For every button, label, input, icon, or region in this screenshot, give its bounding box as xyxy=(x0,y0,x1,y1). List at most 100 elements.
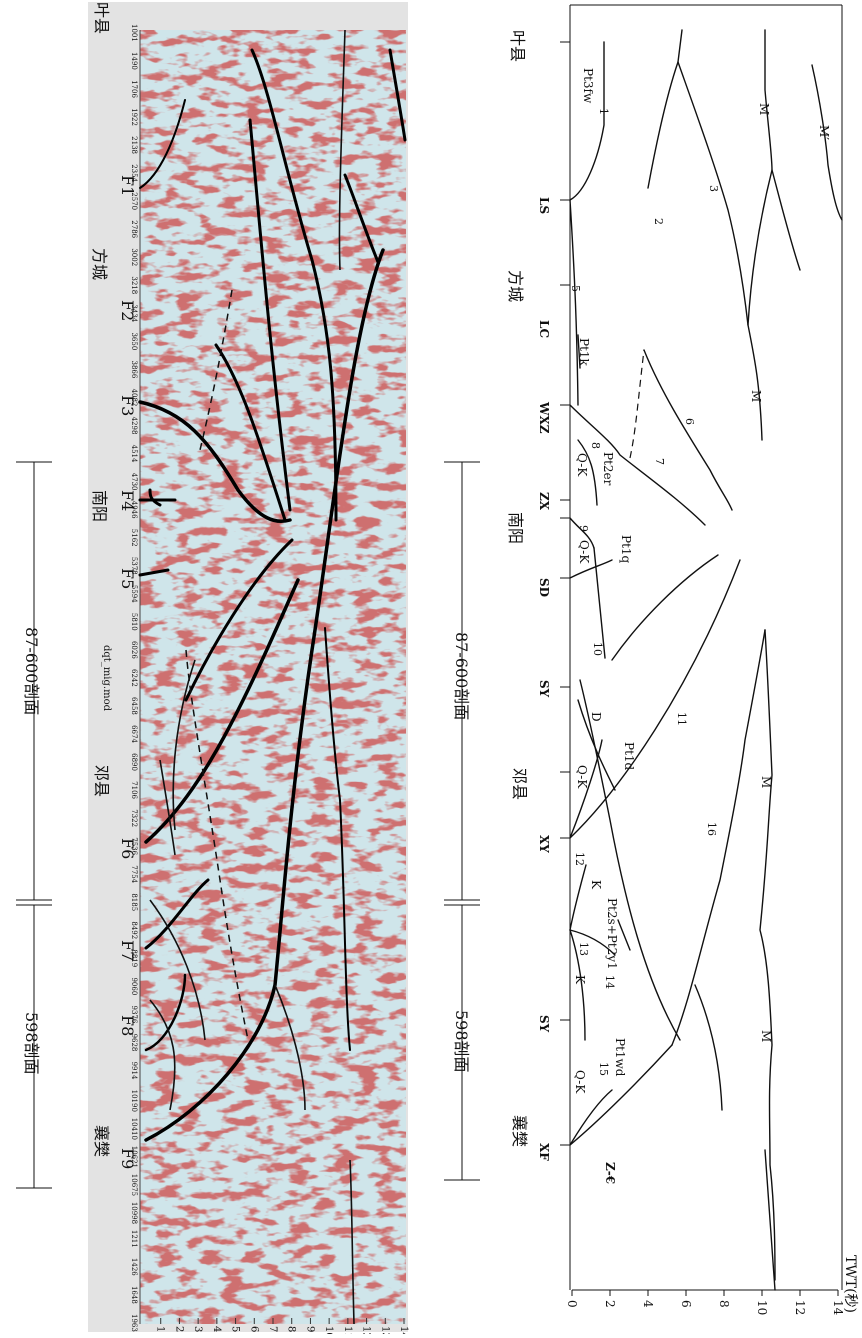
line-16-lower xyxy=(694,984,723,1111)
depth-tick-label: 12 xyxy=(361,1326,372,1334)
trace-number-label: 1001 xyxy=(130,24,138,42)
station-ticks xyxy=(560,41,570,1146)
dashed-right xyxy=(629,349,645,459)
line-M-mid xyxy=(747,169,773,441)
station-WXZ: WXZ xyxy=(537,401,551,434)
trace-number-label: 4082 xyxy=(130,389,138,407)
rplace-yexian: 叶县 xyxy=(508,30,527,62)
line-number-16: 16 xyxy=(705,822,718,836)
trace-number-label: 10190 xyxy=(130,1090,138,1112)
trace-number-label: 1963 xyxy=(130,1314,138,1332)
line-9 xyxy=(569,517,595,549)
reflector-deep-east xyxy=(343,173,380,264)
fault-label-F4: F4 xyxy=(118,490,137,511)
line-M-lower xyxy=(759,629,776,1281)
station-LC: LC xyxy=(537,320,551,338)
line-1 xyxy=(569,41,605,201)
line-number-6: 6 xyxy=(683,418,696,425)
line-11 xyxy=(569,559,741,839)
trace-number-label: 6242 xyxy=(130,669,138,687)
reflector-mid-west xyxy=(184,538,294,702)
fault-F9 xyxy=(144,248,385,1142)
reflector-upper-east xyxy=(248,118,292,512)
trace-number-label: 8492 xyxy=(130,921,138,939)
trace-number-label: 7322 xyxy=(130,809,138,827)
line-D xyxy=(577,699,616,791)
section-label-87600-left: 87-600剖面 xyxy=(22,627,41,715)
trace-number-label: 5378 xyxy=(130,557,138,575)
formation-Q-K-1: Q-K xyxy=(575,453,589,477)
trace-number-label: 3434 xyxy=(130,304,138,322)
reflector-deep-west xyxy=(324,627,351,1051)
seismic-section-panel: 1 2 3 4 5 6 7 8 9 10 11 12 13 14 19631648142612111099… xyxy=(16,2,409,1338)
formation-Pt1d: Pt1d xyxy=(622,742,636,771)
formation-Pt3fw: Pt3fw xyxy=(581,68,595,104)
trace-number-ticks: 1963 1648 1426 1211 10998 10675 10621 10410 1019… xyxy=(130,24,138,1332)
depth-tick-label: 2 xyxy=(173,1326,184,1332)
trace-number-label: 7754 xyxy=(130,865,138,883)
depth-tick-label: 11 xyxy=(342,1326,353,1334)
trace-number-label: 7106 xyxy=(130,781,138,799)
fault-label-F6: F6 xyxy=(118,838,137,859)
formation-Pt2er: Pt2er xyxy=(601,452,615,486)
line-3 xyxy=(677,61,749,326)
depth-tick-label: 13 xyxy=(379,1326,390,1334)
trace-number-label: 1706 xyxy=(130,80,138,98)
trace-number-label: 4946 xyxy=(130,501,138,519)
trace-number-label: 2354 xyxy=(130,164,138,182)
twt-tick-label: 4 xyxy=(641,1300,655,1308)
fault-F3 xyxy=(138,400,292,524)
trace-number-label: 2570 xyxy=(130,192,138,210)
formation-Z-Cambrian: Z-€ xyxy=(603,1162,617,1184)
line-13 xyxy=(569,929,586,1041)
formation-D: D xyxy=(589,712,603,722)
twt-tick-label: 10 xyxy=(755,1300,769,1315)
section-label-598-right: 598剖面 xyxy=(452,1010,471,1073)
formation-K-1: K xyxy=(589,880,603,890)
dashed-interpretation xyxy=(185,289,249,1041)
reflector-nanyang xyxy=(148,488,162,507)
line-number-7: 7 xyxy=(653,458,666,465)
trace-number-label: 1490 xyxy=(130,52,138,70)
trace-number-label: 10410 xyxy=(130,1118,138,1140)
fault-F8 xyxy=(144,973,187,1052)
rplace-xiangfan: 襄樊 xyxy=(510,1115,529,1147)
station-ZX: ZX xyxy=(537,492,551,511)
line-5 xyxy=(569,199,579,406)
line-K-1 xyxy=(569,929,616,956)
twt-axis-title: TWT(秒) xyxy=(842,1255,858,1313)
line-number-1: 1 xyxy=(597,108,610,115)
line-number-2: 2 xyxy=(652,218,665,225)
fault-label-F9: F9 xyxy=(118,1148,137,1169)
fault-F7 xyxy=(144,878,210,950)
line-number-10: 10 xyxy=(591,642,604,656)
twt-tick-label: 12 xyxy=(793,1300,807,1315)
reflector-thin-5 xyxy=(274,984,306,1111)
fault-label-F2: F2 xyxy=(118,300,137,321)
trace-number-label: 8185 xyxy=(130,893,138,911)
line-WXZ xyxy=(569,404,706,526)
fault-label-F1: F1 xyxy=(118,175,137,196)
fault-label-F5: F5 xyxy=(118,568,137,589)
station-XY: XY xyxy=(537,835,551,853)
twt-tick-label: 2 xyxy=(603,1300,617,1308)
file-label: dqt_mig.mod xyxy=(101,645,112,712)
trace-number-label: 6674 xyxy=(130,725,138,743)
twt-tick-label: 6 xyxy=(679,1300,693,1308)
trace-number-label: 4298 xyxy=(130,417,138,435)
fault-label-F7: F7 xyxy=(118,940,137,961)
formation-Pt1wd: Pt1wd xyxy=(613,1038,627,1077)
trace-number-label: 3866 xyxy=(130,361,138,379)
seismic-texture xyxy=(140,30,406,1324)
place-nanyang: 南阳 xyxy=(90,490,109,522)
trace-number-label: 8819 xyxy=(130,949,138,967)
line-M-lowest xyxy=(764,1149,776,1291)
depth-tick-label: 14 xyxy=(398,1326,409,1334)
interpretation-panel: 0 2 4 6 8 10 12 14 TWT(秒) 叶县 方城 南阳 邓县 襄樊 LS LC … xyxy=(444,4,858,1316)
station-SY-1: SY xyxy=(537,680,551,698)
line-14 xyxy=(617,919,631,951)
section-extent-598-right xyxy=(444,904,480,1181)
trace-number-label: 2786 xyxy=(130,220,138,238)
place-yexian: 叶县 xyxy=(92,2,111,34)
twt-tick-label: 8 xyxy=(717,1300,731,1308)
